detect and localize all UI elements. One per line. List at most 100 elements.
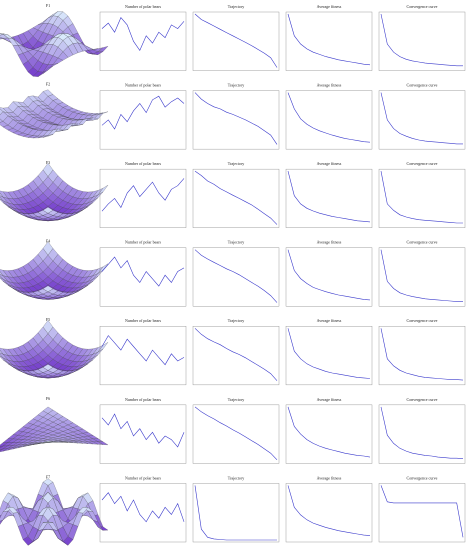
series-line — [287, 328, 371, 379]
panel-title: Trajectory — [228, 4, 245, 9]
series-line — [380, 406, 464, 459]
panel-frame — [192, 247, 280, 307]
surface-patch — [0, 275, 4, 280]
panel-title: Number of polar bears — [125, 82, 162, 87]
series-line — [287, 485, 371, 536]
panel-title: Average fitness — [317, 82, 342, 87]
panel-title: Number of polar bears — [125, 318, 162, 323]
series-line — [380, 13, 463, 67]
panel-title: Average fitness — [317, 318, 342, 323]
surface-patch — [0, 197, 4, 201]
panel-frame — [378, 11, 466, 71]
series-line — [287, 13, 371, 66]
series-line — [287, 171, 371, 223]
series-line — [194, 92, 278, 145]
panel-title: Average fitness — [317, 240, 342, 245]
panel-title: Convergence curve — [407, 82, 438, 87]
panel-frame — [192, 168, 280, 228]
panel-title: Number of polar bears — [125, 475, 162, 480]
surface-label: F5 — [46, 317, 50, 322]
series-line — [194, 406, 278, 461]
panel-frame — [192, 90, 280, 150]
surface-patch — [0, 519, 4, 525]
series-line — [380, 485, 464, 538]
panel-frame — [192, 404, 280, 464]
panel-frame — [99, 247, 187, 307]
series-line — [380, 171, 463, 224]
series-line — [287, 406, 371, 458]
panel-frame — [285, 404, 373, 464]
surface-patch — [42, 364, 54, 371]
series-line — [101, 256, 185, 287]
panel-frame — [378, 168, 466, 228]
panel-title: Average fitness — [317, 161, 342, 166]
surface-label: F4 — [46, 239, 50, 244]
surface-label: F2 — [46, 81, 50, 86]
surface-patch — [42, 134, 54, 138]
panel-title: Number of polar bears — [125, 240, 162, 245]
surface-patch — [42, 441, 54, 443]
panel-title: Number of polar bears — [125, 4, 162, 9]
panel-title: Convergence curve — [407, 240, 438, 245]
panel-frame — [192, 11, 280, 71]
series-line — [380, 249, 463, 302]
series-line — [194, 249, 278, 303]
panel-title: Convergence curve — [407, 161, 438, 166]
series-line — [287, 249, 371, 301]
panel-title: Average fitness — [317, 475, 342, 480]
series-line — [101, 492, 185, 523]
panel-title: Average fitness — [317, 397, 342, 402]
series-line — [194, 328, 278, 381]
panel-frame — [192, 483, 280, 543]
panel-frame — [99, 168, 187, 228]
surface-label: F7 — [46, 474, 50, 479]
surface-label: F1 — [46, 3, 50, 8]
panel-frame — [378, 90, 466, 150]
series-line — [101, 335, 185, 366]
surface-patch — [42, 65, 54, 74]
panel-title: Number of polar bears — [125, 397, 162, 402]
panel-title: Number of polar bears — [125, 161, 162, 166]
panel-frame — [99, 90, 187, 150]
panel-frame — [285, 11, 373, 71]
series-line — [101, 178, 185, 212]
panel-title: Trajectory — [228, 397, 245, 402]
panel-frame — [192, 326, 280, 386]
panel-frame — [99, 404, 187, 464]
panel-frame — [378, 247, 466, 307]
panel-title: Convergence curve — [407, 475, 438, 480]
panel-frame — [285, 326, 373, 386]
panel-frame — [285, 90, 373, 150]
series-line — [101, 95, 185, 130]
series-line — [194, 485, 277, 541]
surface-patch — [0, 108, 4, 116]
panel-title: Average fitness — [317, 4, 342, 9]
surface-patch — [0, 354, 4, 358]
series-line — [380, 92, 463, 145]
surface-patch — [0, 36, 4, 40]
panel-frame — [378, 404, 466, 464]
surface-patch — [42, 285, 54, 292]
panel-title: Trajectory — [228, 161, 245, 166]
surface-label: F3 — [46, 160, 50, 165]
series-line — [101, 413, 185, 448]
panel-frame — [285, 168, 373, 228]
series-line — [101, 17, 185, 52]
series-line — [194, 13, 278, 68]
panel-title: Convergence curve — [407, 318, 438, 323]
series-line — [380, 328, 464, 381]
series-line — [287, 92, 371, 143]
panel-title: Trajectory — [228, 82, 245, 87]
panel-title: Trajectory — [228, 475, 245, 480]
panel-frame — [99, 11, 187, 71]
panel-title: Convergence curve — [407, 4, 438, 9]
panel-frame — [285, 483, 373, 543]
surface-patch — [42, 521, 54, 523]
surface-label: F6 — [46, 396, 50, 401]
panel-frame — [99, 326, 187, 386]
panel-frame — [378, 326, 466, 386]
panel-frame — [285, 247, 373, 307]
panel-title: Convergence curve — [407, 397, 438, 402]
panel-title: Trajectory — [228, 240, 245, 245]
